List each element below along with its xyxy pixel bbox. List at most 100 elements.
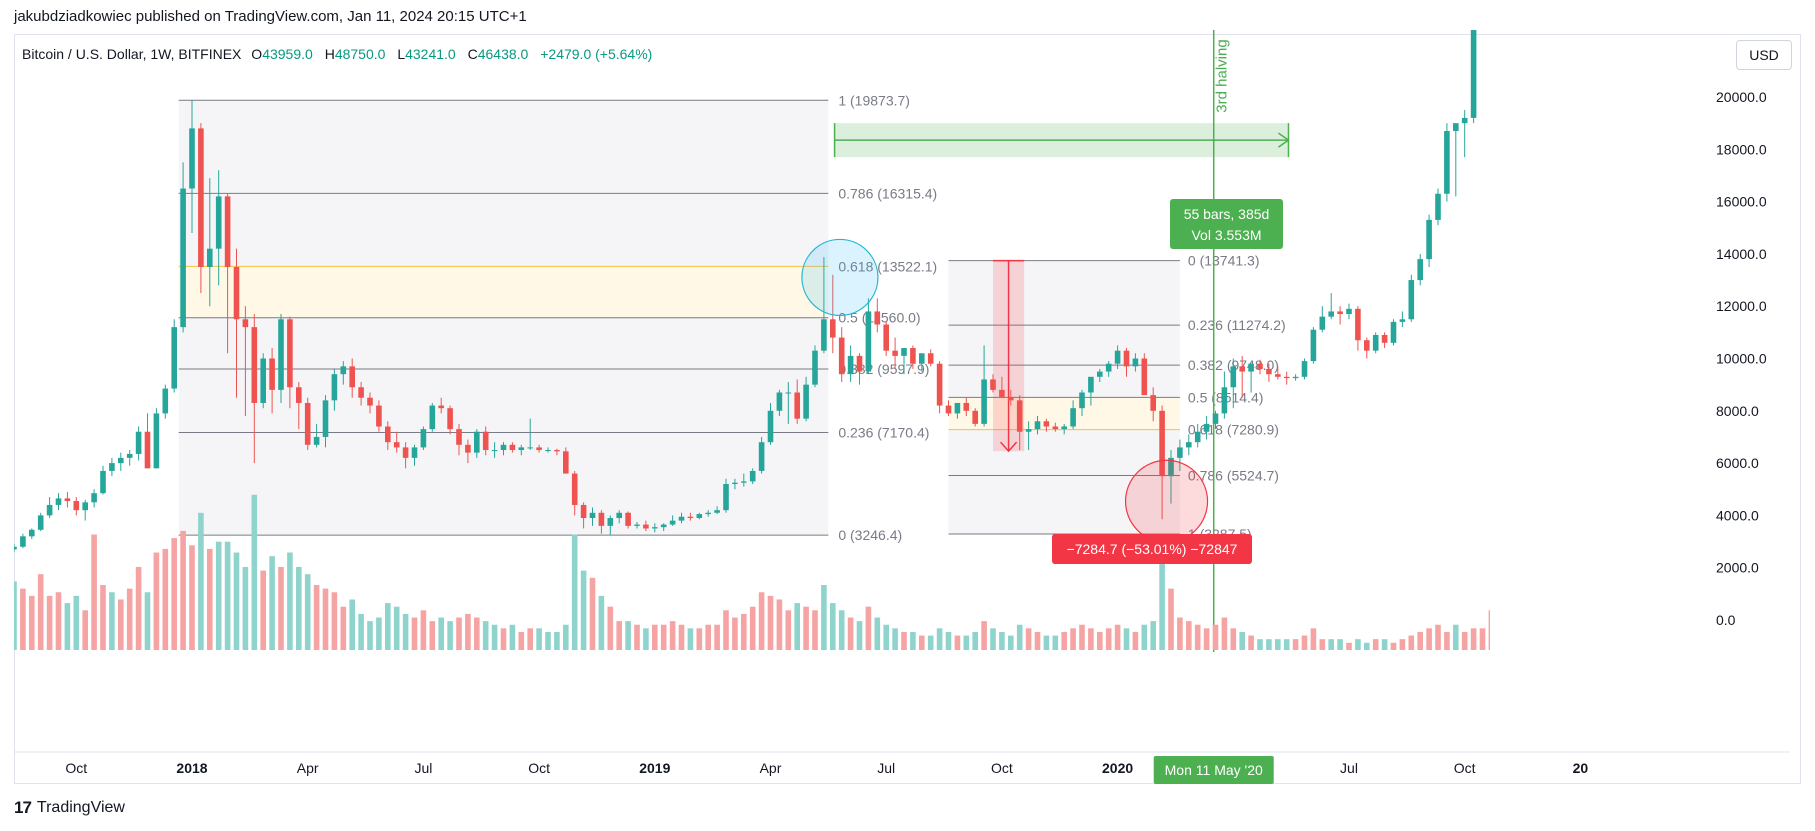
candle-body[interactable] <box>660 524 667 528</box>
candle-body[interactable] <box>901 348 907 356</box>
candle-body[interactable] <box>438 405 444 409</box>
candle-body[interactable] <box>278 319 284 390</box>
candle-body[interactable] <box>856 355 863 372</box>
candle-body[interactable] <box>812 350 818 385</box>
candle-body[interactable] <box>723 484 729 511</box>
candle-body[interactable] <box>1444 130 1450 194</box>
candle-body[interactable] <box>803 384 809 419</box>
candle-body[interactable] <box>340 366 347 375</box>
candle-body[interactable] <box>287 319 293 388</box>
candle-body[interactable] <box>1230 366 1237 388</box>
candle-body[interactable] <box>198 128 204 267</box>
candle-body[interactable] <box>1123 350 1130 367</box>
candle-body[interactable] <box>1203 423 1210 432</box>
candle-body[interactable] <box>64 498 71 502</box>
candle-body[interactable] <box>1283 376 1290 379</box>
candle-body[interactable] <box>1417 259 1423 281</box>
candle-body[interactable] <box>1008 397 1014 401</box>
candle-body[interactable] <box>732 482 738 485</box>
candle-body[interactable] <box>491 450 498 452</box>
candle-body[interactable] <box>1159 410 1165 477</box>
candle-body[interactable] <box>545 450 551 452</box>
candle-body[interactable] <box>1390 321 1397 343</box>
candle-body[interactable] <box>465 444 471 453</box>
candle-body[interactable] <box>580 504 587 519</box>
candle-body[interactable] <box>892 350 898 356</box>
candle-body[interactable] <box>322 400 329 437</box>
candle-body[interactable] <box>1426 219 1432 260</box>
candle-body[interactable] <box>385 426 391 443</box>
candle-body[interactable] <box>1052 426 1059 430</box>
candle-body[interactable] <box>536 447 542 451</box>
candle-body[interactable] <box>1097 371 1103 377</box>
candle-body[interactable] <box>1025 429 1032 432</box>
candle-body[interactable] <box>135 431 142 454</box>
candle-body[interactable] <box>233 266 240 320</box>
candle-body[interactable] <box>634 524 640 526</box>
candle-body[interactable] <box>296 387 302 403</box>
candle-body[interactable] <box>46 504 53 516</box>
candle-body[interactable] <box>714 510 720 513</box>
candle-body[interactable] <box>563 451 569 474</box>
candle-body[interactable] <box>349 366 355 388</box>
candle-body[interactable] <box>109 463 115 471</box>
candle-body[interactable] <box>402 447 409 458</box>
candle-body[interactable] <box>37 515 44 530</box>
candle-body[interactable] <box>1372 334 1379 351</box>
candle-body[interactable] <box>162 388 169 414</box>
candle-body[interactable] <box>29 529 35 537</box>
candle-body[interactable] <box>82 502 88 511</box>
candle-body[interactable] <box>207 248 213 267</box>
candle-body[interactable] <box>144 431 151 469</box>
candle-body[interactable] <box>705 512 711 515</box>
candle-body[interactable] <box>429 405 436 430</box>
candle-body[interactable] <box>224 196 231 267</box>
candle-body[interactable] <box>1381 334 1388 343</box>
candle-body[interactable] <box>919 353 925 364</box>
candle-body[interactable] <box>669 520 676 525</box>
candle-body[interactable] <box>990 379 996 390</box>
candle-body[interactable] <box>242 319 249 328</box>
candle-body[interactable] <box>767 410 774 443</box>
candle-body[interactable] <box>1408 280 1415 320</box>
candle-body[interactable] <box>1461 117 1468 124</box>
candle-body[interactable] <box>1141 358 1148 396</box>
candle-body[interactable] <box>1275 374 1281 377</box>
candle-body[interactable] <box>153 413 160 469</box>
candle-body[interactable] <box>1292 376 1299 379</box>
candle-body[interactable] <box>758 442 765 471</box>
candle-body[interactable] <box>100 470 106 494</box>
candle-body[interactable] <box>527 447 533 449</box>
candle-body[interactable] <box>696 514 703 519</box>
candle-body[interactable] <box>936 363 943 406</box>
candle-body[interactable] <box>607 518 614 526</box>
candle-body[interactable] <box>180 188 186 328</box>
candle-body[interactable] <box>1016 400 1023 432</box>
candle-body[interactable] <box>838 337 845 375</box>
candle-body[interactable] <box>73 501 80 511</box>
candle-body[interactable] <box>910 348 916 364</box>
candle-body[interactable] <box>331 374 338 401</box>
candle-body[interactable] <box>1319 316 1326 330</box>
candle-body[interactable] <box>1221 387 1228 414</box>
candle-body[interactable] <box>625 512 631 526</box>
candle-body[interactable] <box>776 392 783 411</box>
candle-body[interactable] <box>1079 392 1085 409</box>
candle-body[interactable] <box>945 405 952 414</box>
candle-body[interactable] <box>118 457 124 464</box>
candle-body[interactable] <box>785 392 792 394</box>
candle-body[interactable] <box>189 128 195 189</box>
candle-body[interactable] <box>981 379 987 424</box>
candle-body[interactable] <box>1301 361 1308 377</box>
candle-body[interactable] <box>1257 363 1263 369</box>
candle-body[interactable] <box>215 196 222 249</box>
candle-body[interactable] <box>1310 329 1317 362</box>
candle-body[interactable] <box>474 431 480 453</box>
candle-body[interactable] <box>1355 308 1361 341</box>
symbol-legend[interactable]: Bitcoin / U.S. Dollar, 1W, BITFINEX O439… <box>22 46 660 62</box>
tradingview-logo[interactable]: 17 TradingView <box>14 798 125 818</box>
candle-body[interactable] <box>1105 363 1112 372</box>
candle-body[interactable] <box>1088 376 1094 393</box>
candle-body[interactable] <box>1034 421 1041 430</box>
